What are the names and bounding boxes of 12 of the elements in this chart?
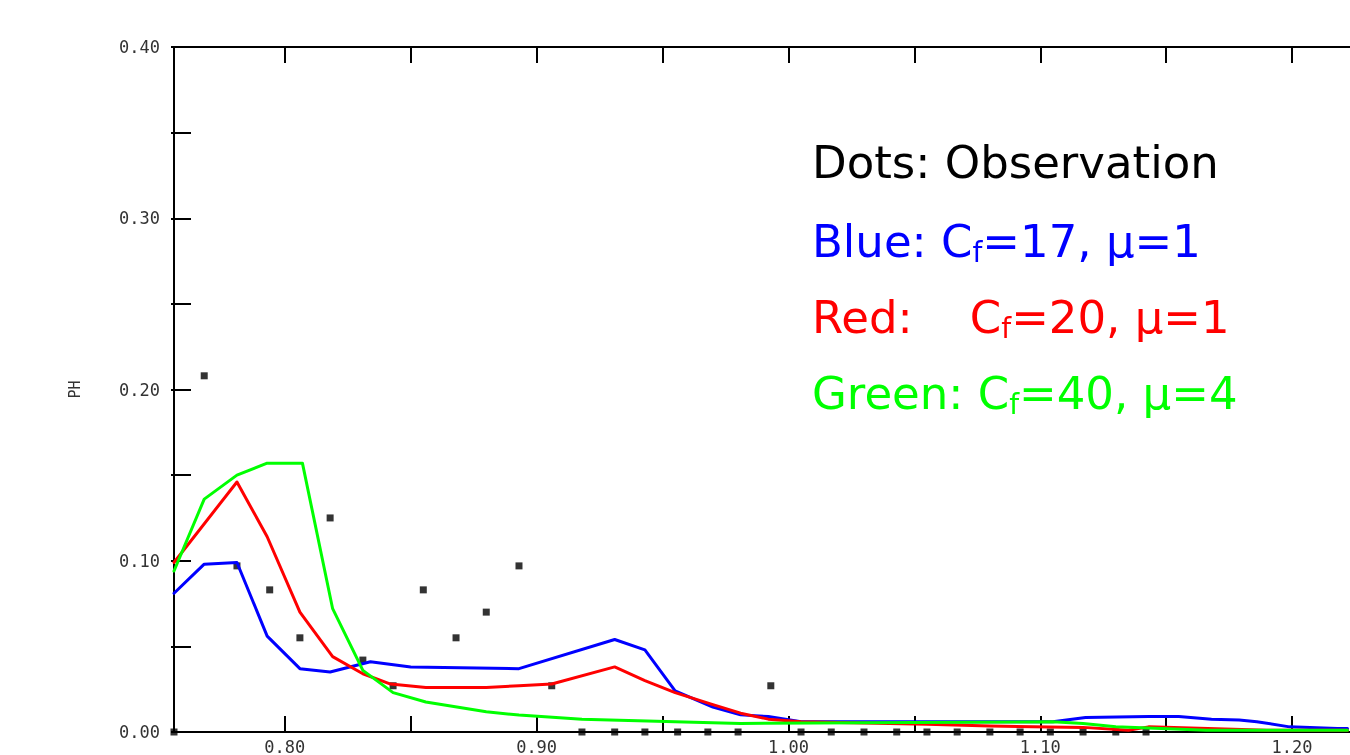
- x-tick-label: 1.00: [767, 736, 809, 755]
- y-tick-label: 0.30: [119, 208, 160, 229]
- x-tick-label: 1.10: [1019, 736, 1061, 755]
- y-tick-label: 0.00: [119, 722, 160, 742]
- x-tick-label: 0.80: [264, 736, 306, 755]
- x-tick-label: 0.90: [516, 736, 558, 755]
- annotation: Dots: Observation: [812, 136, 1219, 189]
- y-tick-label: 0.10: [119, 550, 160, 571]
- y-tick-label: 0.40: [119, 37, 160, 57]
- y-axis-title: PH: [65, 380, 84, 399]
- x-tick-label: 1.20: [1271, 736, 1313, 755]
- y-tick-label: 0.20: [119, 379, 160, 400]
